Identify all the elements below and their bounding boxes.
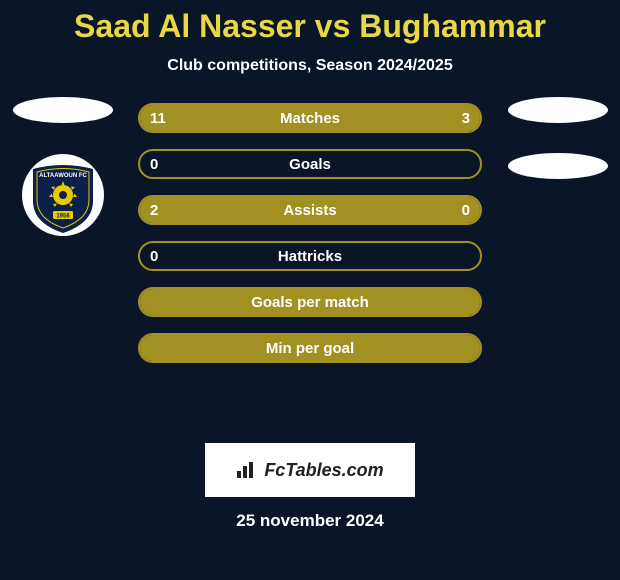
stat-row: Goals per match [138,287,482,317]
page-subtitle: Club competitions, Season 2024/2025 [0,57,620,75]
stat-row: Matches11 3 [138,103,482,133]
stat-value-left: 11 [150,105,166,131]
footer-date: 25 november 2024 [0,511,620,531]
badge-club-name: ALTAAWOUN FC [39,173,87,179]
stat-value-right: 3 [462,105,470,131]
player-right-column [505,97,610,179]
club-badge-left: ALTAAWOUN FC 1956 [13,153,113,237]
stat-label: Goals per match [140,289,480,315]
stat-label: Assists [140,197,480,223]
player-left-column: ALTAAWOUN FC 1956 [10,97,115,237]
country-flag-right [508,97,608,123]
stat-label: Matches [140,105,480,131]
stat-value-left: 2 [150,197,158,223]
page-title: Saad Al Nasser vs Bughammar [0,0,620,45]
watermark-text: FcTables.com [264,460,383,481]
stat-label: Min per goal [140,335,480,361]
stat-row: Hattricks0 [138,241,482,271]
stat-row: Goals0 [138,149,482,179]
club-badge-right [508,153,608,179]
stat-row: Assists2 0 [138,195,482,225]
stat-row: Min per goal [138,333,482,363]
stat-bars: Matches113Goals0Assists20Hattricks0Goals… [138,103,482,379]
stat-value-left: 0 [150,243,158,269]
stat-label: Hattricks [140,243,480,269]
stat-value-right: 0 [462,197,470,223]
stat-value-left: 0 [150,151,158,177]
badge-year: 1956 [56,214,70,220]
watermark[interactable]: FcTables.com [205,443,415,497]
comparison-panel: ALTAAWOUN FC 1956 Matches11 [0,103,620,443]
stat-label: Goals [140,151,480,177]
bars-icon [236,461,258,479]
country-flag-left [13,97,113,123]
